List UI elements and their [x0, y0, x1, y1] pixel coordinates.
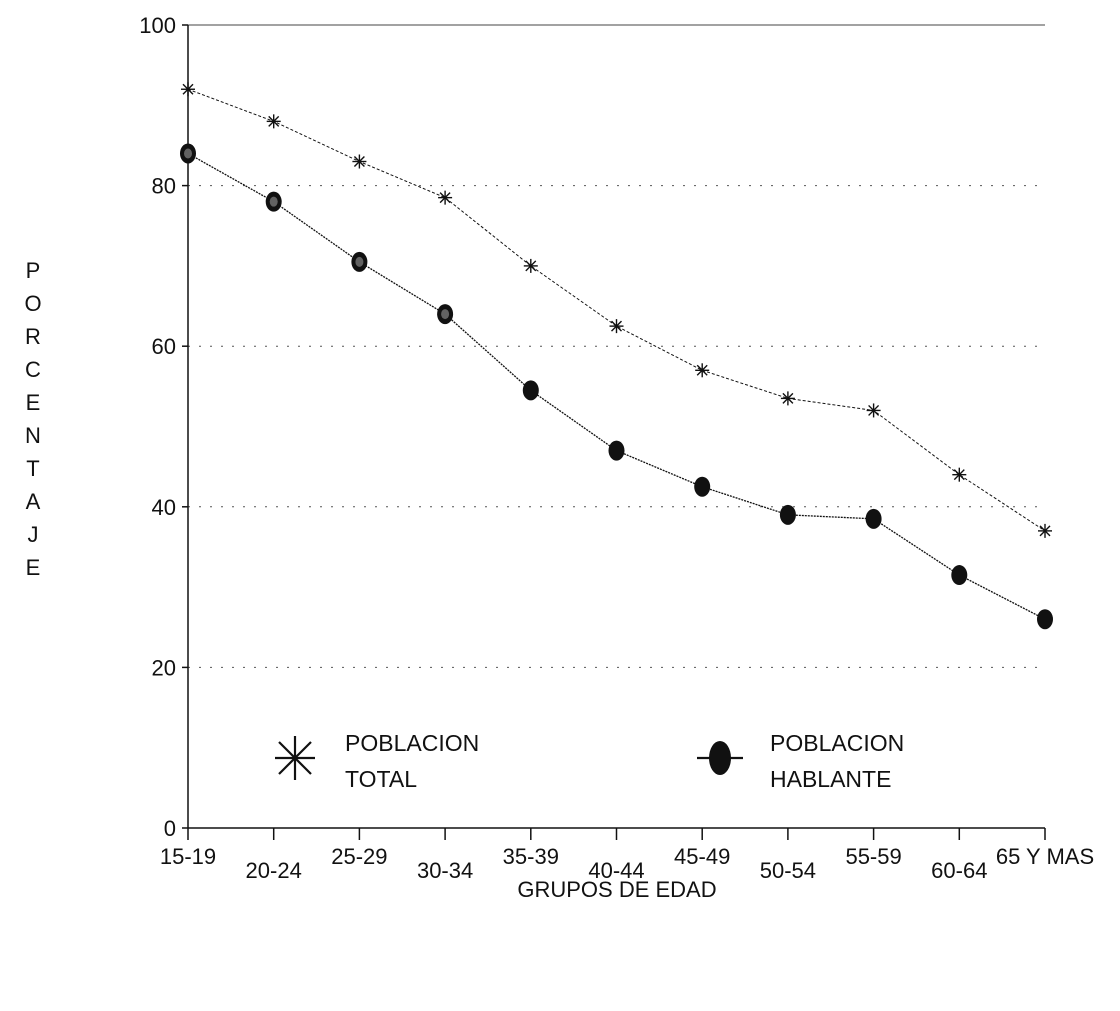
data-point [181, 82, 195, 97]
series-poblacion-total [181, 82, 1052, 538]
x-tick-label: 35-39 [503, 844, 559, 869]
data-point [523, 258, 538, 273]
data-point [352, 154, 367, 169]
filled-ellipse-icon [697, 741, 743, 775]
data-point [865, 508, 882, 529]
gridlines [188, 24, 1045, 668]
legend: POBLACION TOTAL POBLACION HABLANTE [0, 725, 1120, 805]
y-axis-letter: R [25, 324, 41, 349]
data-point [266, 114, 281, 129]
axes [182, 24, 1046, 840]
x-tick-label: 55-59 [845, 844, 901, 869]
y-tick-label: 80 [152, 174, 176, 199]
x-tick-label: 20-24 [246, 858, 302, 883]
data-point [695, 363, 710, 378]
data-point [866, 403, 881, 418]
y-axis-letter: J [28, 522, 39, 547]
y-tick-label: 20 [152, 655, 176, 680]
y-axis-letter: E [26, 555, 41, 580]
data-point [609, 319, 624, 334]
y-axis-letter: A [26, 489, 41, 514]
y-axis-letter: O [24, 291, 41, 316]
x-axis-label: GRUPOS DE EDAD [517, 877, 716, 902]
y-axis-letter: C [25, 357, 41, 382]
x-tick-label: 30-34 [417, 858, 473, 883]
x-tick-label: 45-49 [674, 844, 730, 869]
data-point [437, 304, 454, 325]
series-poblacion-hablante [180, 143, 1053, 630]
legend-label-hablante: POBLACION HABLANTE [770, 730, 905, 792]
y-axis-letter: N [25, 423, 41, 448]
x-tick-label: 25-29 [331, 844, 387, 869]
x-tick-label: 50-54 [760, 858, 816, 883]
legend-label-total: POBLACION TOTAL [345, 730, 480, 792]
data-point [694, 476, 711, 497]
data-point [180, 143, 196, 164]
data-point [779, 504, 796, 525]
data-point [608, 440, 625, 461]
series-layer [180, 82, 1053, 630]
x-tick-label: 40-44 [588, 858, 644, 883]
data-point [1037, 609, 1053, 630]
x-tick-label: 65 Y MAS [996, 844, 1094, 869]
x-tick-label: 15-19 [160, 844, 216, 869]
series-line [187, 152, 1046, 620]
y-tick-labels: 0 20 40 60 80 100 [139, 13, 176, 841]
y-tick-label: 60 [152, 334, 176, 359]
y-axis-letter: E [26, 390, 41, 415]
data-point [1038, 523, 1052, 538]
x-tick-label: 60-64 [931, 858, 987, 883]
y-tick-label: 0 [164, 816, 176, 841]
data-point [951, 565, 968, 586]
x-tick-labels: 15-19 20-24 25-29 30-34 35-39 40-44 45-49 50-54… [160, 844, 1094, 883]
asterisk-icon [275, 736, 315, 780]
y-tick-label: 100 [139, 13, 176, 38]
y-tick-label: 40 [152, 495, 176, 520]
data-point [438, 190, 453, 205]
data-point [780, 391, 795, 406]
y-axis-letter: T [26, 456, 39, 481]
data-point [952, 467, 967, 482]
data-point [522, 380, 539, 401]
series-line [187, 88, 1046, 532]
data-point [265, 191, 282, 212]
y-axis-letter: P [26, 258, 41, 283]
data-point [351, 251, 368, 272]
